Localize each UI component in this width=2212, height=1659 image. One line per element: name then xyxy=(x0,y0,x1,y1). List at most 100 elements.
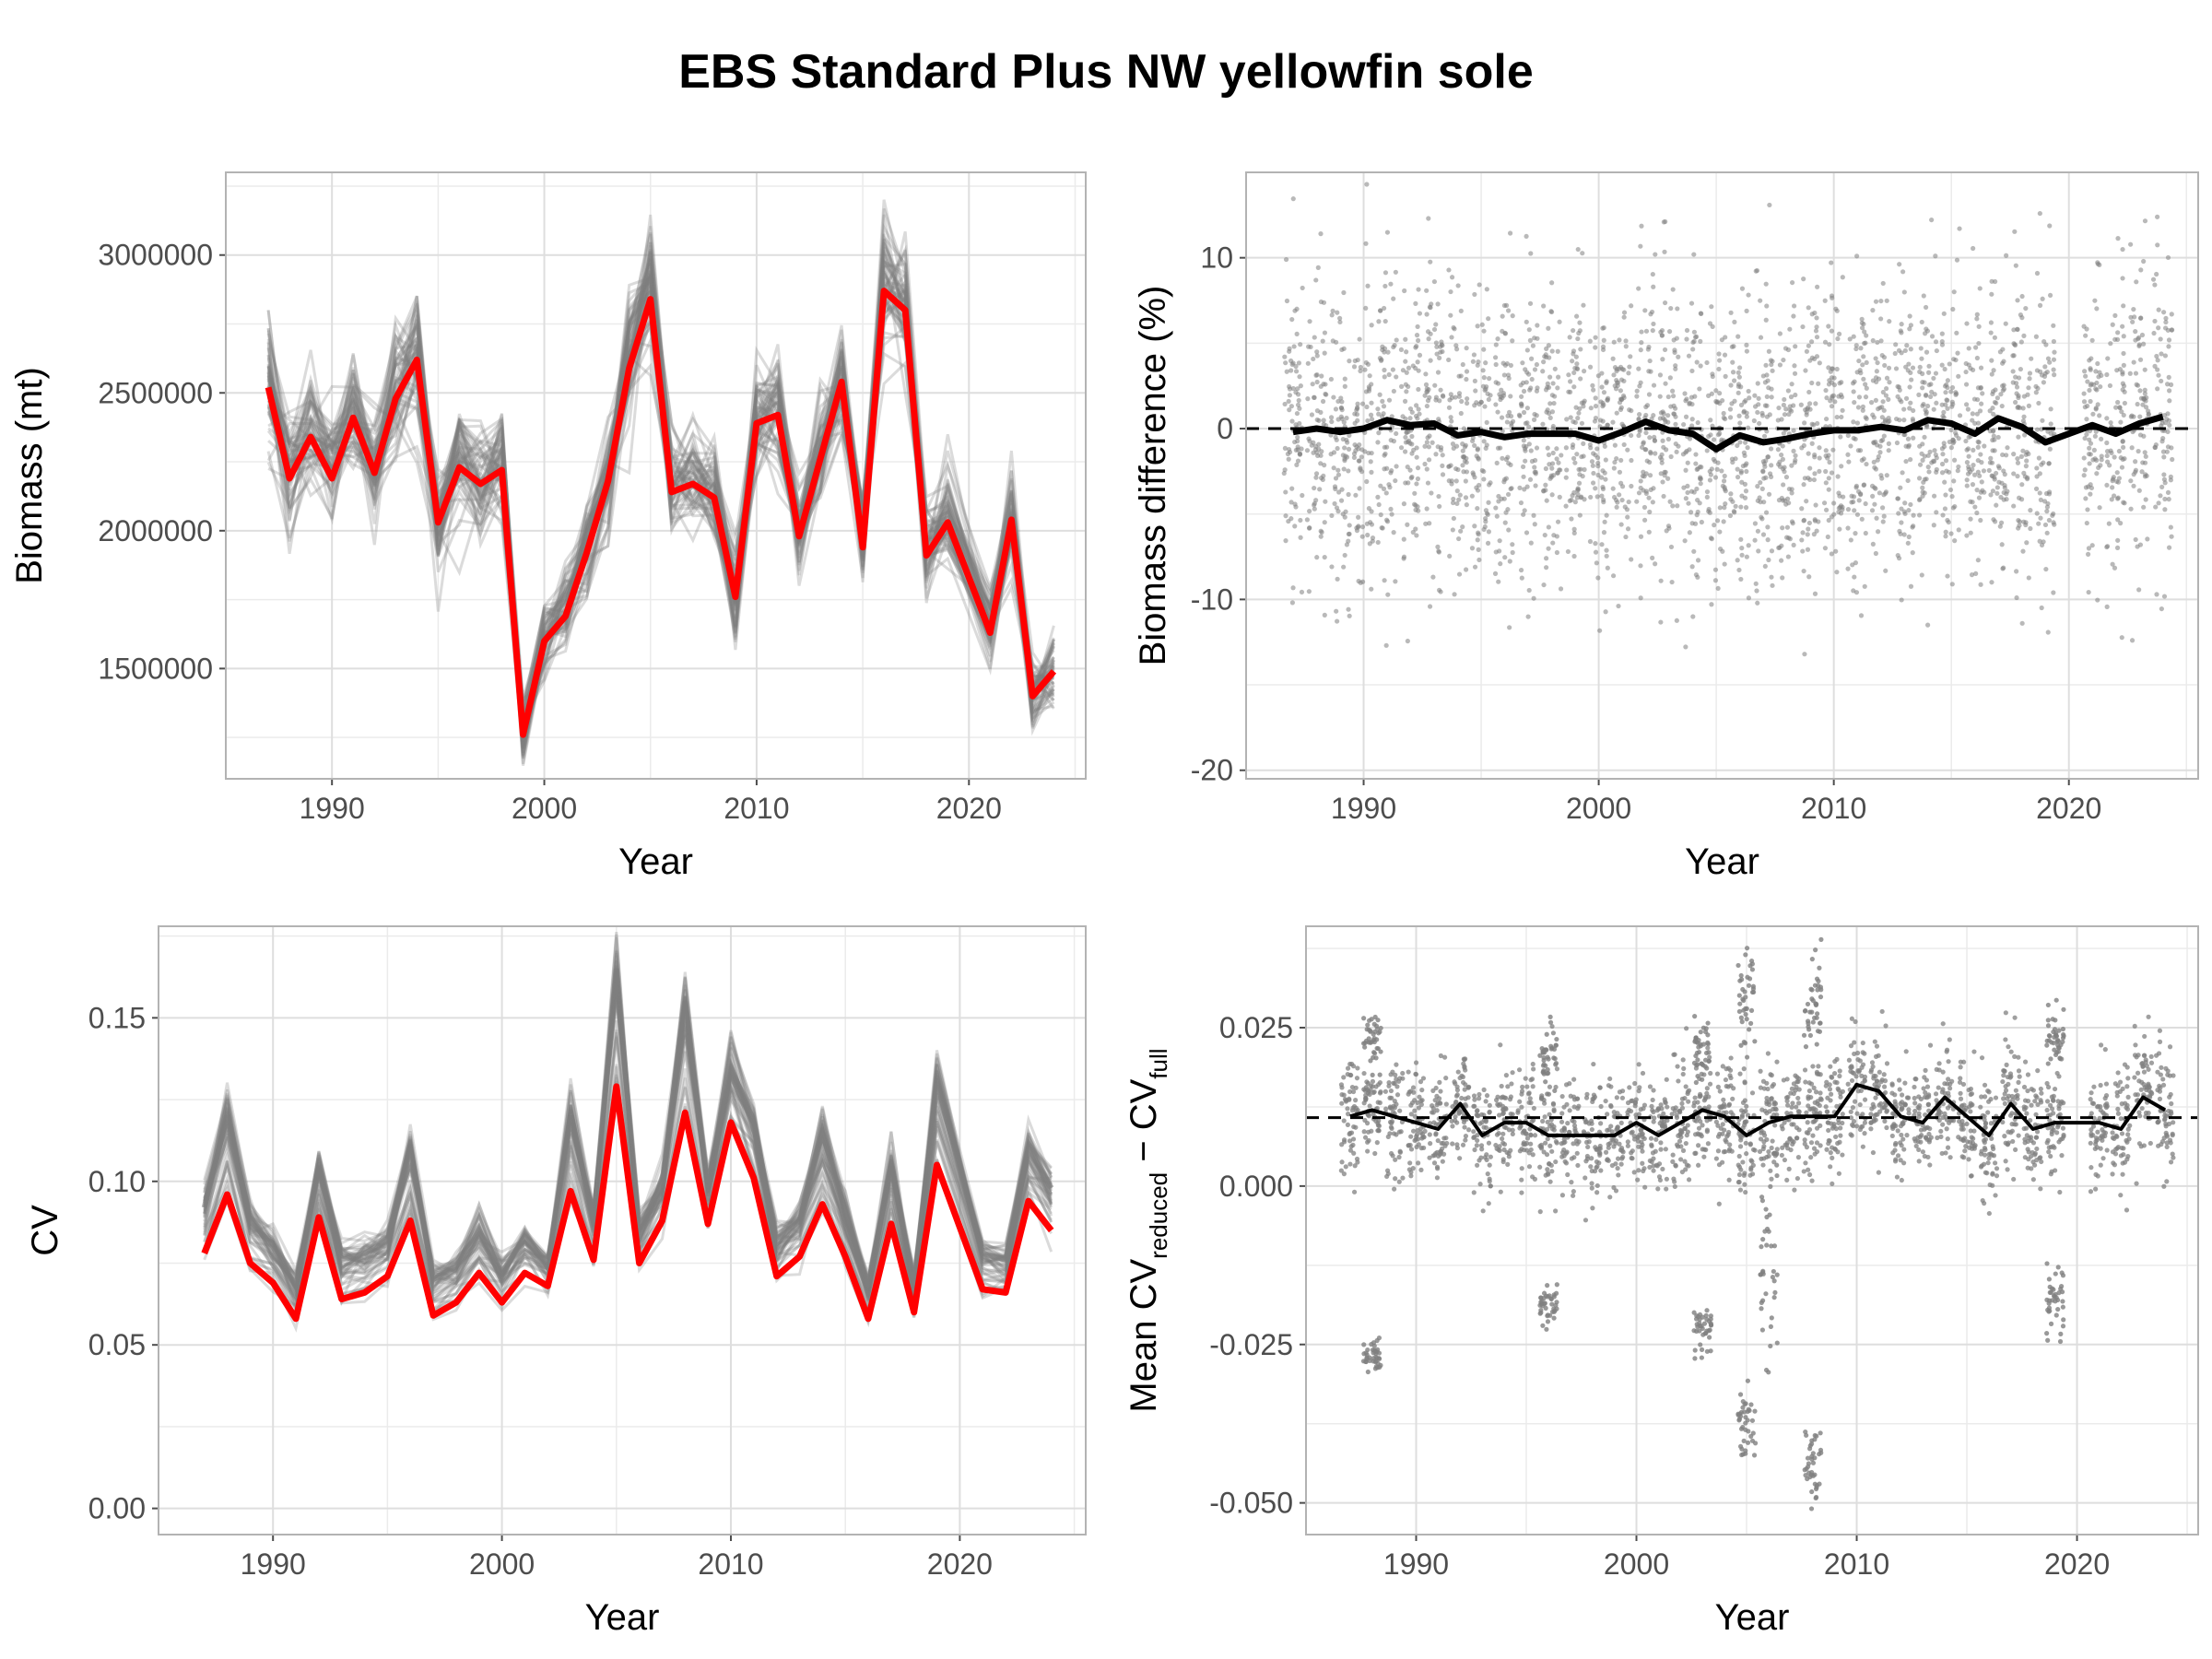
data-point xyxy=(1809,441,1815,446)
data-point xyxy=(1338,498,1345,503)
data-point xyxy=(1804,499,1809,504)
data-point xyxy=(1579,453,1584,460)
data-point xyxy=(1339,1159,1345,1165)
data-point xyxy=(1986,1156,1992,1161)
data-point xyxy=(1815,420,1820,427)
data-point xyxy=(1530,1174,1535,1180)
data-point xyxy=(1661,1111,1666,1116)
data-point xyxy=(2104,371,2110,378)
data-point xyxy=(2089,337,2095,343)
data-point xyxy=(1461,1119,1467,1125)
data-point xyxy=(2003,321,2008,326)
data-point xyxy=(1632,1103,1638,1109)
data-point xyxy=(1344,437,1349,443)
data-point xyxy=(1625,447,1630,453)
data-point xyxy=(1494,513,1500,519)
data-point xyxy=(1688,510,1694,515)
data-point xyxy=(1796,1100,1802,1106)
data-point xyxy=(1902,347,1908,354)
data-point xyxy=(1845,432,1851,439)
data-point xyxy=(1522,1128,1527,1134)
data-point xyxy=(1662,300,1668,306)
data-point xyxy=(1376,1082,1382,1088)
data-point xyxy=(1298,517,1303,524)
data-point xyxy=(1453,1099,1459,1105)
data-point xyxy=(1638,1127,1643,1133)
data-point xyxy=(2150,276,2157,282)
data-point xyxy=(1838,511,1844,516)
data-point xyxy=(1860,1112,1865,1117)
data-point xyxy=(2001,386,2007,392)
data-point xyxy=(1898,1100,1903,1107)
data-point xyxy=(1462,1087,1467,1092)
data-point xyxy=(1456,391,1463,396)
data-point xyxy=(1428,1141,1433,1147)
data-point xyxy=(1897,528,1902,534)
data-point xyxy=(2092,298,2098,303)
data-point xyxy=(1319,373,1324,379)
data-point xyxy=(1595,472,1601,478)
data-point xyxy=(1818,1090,1823,1096)
data-point xyxy=(1542,532,1547,538)
data-point xyxy=(1596,1129,1603,1135)
data-point xyxy=(2110,477,2116,482)
data-point xyxy=(2041,373,2048,379)
data-point xyxy=(1358,580,1363,585)
data-point xyxy=(1643,328,1650,334)
data-point xyxy=(1803,1160,1808,1166)
data-point xyxy=(1771,1112,1777,1118)
data-point xyxy=(1920,403,1925,408)
data-point xyxy=(1575,246,1581,253)
data-point xyxy=(1627,1085,1632,1090)
data-point xyxy=(1827,342,1832,347)
data-point xyxy=(2081,399,2088,405)
data-point xyxy=(1670,503,1676,509)
data-point xyxy=(1943,1114,1948,1120)
data-point xyxy=(2158,493,2163,499)
data-point xyxy=(1589,1185,1594,1191)
data-point xyxy=(1358,465,1363,471)
data-point xyxy=(1618,1120,1624,1125)
data-point xyxy=(1413,300,1418,306)
data-point xyxy=(1827,1087,1833,1092)
data-point xyxy=(1725,1132,1731,1137)
data-point xyxy=(1396,1129,1402,1135)
data-point xyxy=(1365,1148,1371,1154)
data-point xyxy=(1793,344,1798,349)
data-point xyxy=(2141,433,2147,439)
data-point xyxy=(1370,538,1375,544)
data-point xyxy=(1443,1076,1449,1081)
data-point xyxy=(1506,527,1512,533)
data-point xyxy=(1431,1160,1438,1166)
data-point xyxy=(1938,1128,1944,1135)
data-point xyxy=(1889,1133,1895,1139)
data-point xyxy=(1418,1101,1424,1107)
data-point xyxy=(1884,385,1889,392)
data-point xyxy=(1570,442,1576,448)
data-point xyxy=(2046,517,2053,524)
data-point xyxy=(1977,408,1983,414)
data-point xyxy=(1502,362,1508,368)
data-point xyxy=(1602,443,1607,449)
data-point xyxy=(1906,508,1912,513)
data-point xyxy=(2115,495,2121,500)
data-point xyxy=(1901,289,1907,295)
data-point xyxy=(1949,384,1956,391)
data-point xyxy=(1745,445,1750,451)
data-point xyxy=(1720,1122,1725,1127)
data-point xyxy=(1665,1104,1670,1110)
data-point xyxy=(2122,400,2127,406)
data-point xyxy=(1661,444,1666,450)
data-point xyxy=(1756,548,1761,554)
data-point xyxy=(2155,358,2160,363)
data-point xyxy=(1964,1121,1970,1127)
data-point xyxy=(1732,319,1737,324)
data-point xyxy=(1806,1080,1812,1086)
data-point xyxy=(2095,597,2100,603)
data-point xyxy=(1669,579,1675,585)
data-point xyxy=(1958,1065,1963,1070)
data-point xyxy=(1695,497,1700,503)
data-point xyxy=(1883,1023,1888,1029)
data-point xyxy=(2028,525,2033,532)
data-point xyxy=(1618,406,1624,413)
